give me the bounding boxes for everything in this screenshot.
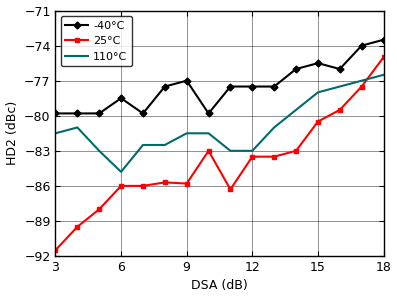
-40°C [119,97,123,100]
25°C [53,249,58,252]
-40°C [53,112,58,115]
25°C [316,120,320,123]
110°C [337,85,342,88]
-40°C [228,85,233,88]
25°C [272,155,277,159]
-40°C [272,85,277,88]
110°C [250,149,254,153]
-40°C [337,67,342,71]
25°C [250,155,254,159]
-40°C [141,112,145,115]
-40°C [316,61,320,65]
25°C [119,184,123,188]
110°C [184,131,189,135]
110°C [162,143,167,147]
-40°C [294,67,299,71]
110°C [141,143,145,147]
25°C [141,184,145,188]
110°C [75,126,80,129]
25°C [337,108,342,112]
-40°C [250,85,254,88]
-40°C [359,44,364,47]
Line: 110°C: 110°C [56,75,384,172]
-40°C [162,85,167,88]
25°C [359,85,364,88]
Legend: -40°C, 25°C, 110°C: -40°C, 25°C, 110°C [61,16,132,66]
110°C [272,126,277,129]
110°C [206,131,211,135]
110°C [381,73,386,77]
25°C [75,225,80,229]
-40°C [206,112,211,115]
110°C [53,131,58,135]
110°C [97,149,102,153]
110°C [294,108,299,112]
110°C [359,79,364,83]
Line: -40°C: -40°C [53,37,386,116]
110°C [119,170,123,174]
X-axis label: DSA (dB): DSA (dB) [191,280,248,292]
Y-axis label: HD2 (dBc): HD2 (dBc) [6,101,19,165]
110°C [316,91,320,94]
110°C [228,149,233,153]
-40°C [381,38,386,41]
-40°C [75,112,80,115]
25°C [381,55,386,59]
25°C [228,188,233,191]
Line: 25°C: 25°C [53,55,386,253]
-40°C [97,112,102,115]
25°C [206,149,211,153]
25°C [97,207,102,211]
25°C [184,182,189,185]
25°C [294,149,299,153]
25°C [162,181,167,184]
-40°C [184,79,189,83]
